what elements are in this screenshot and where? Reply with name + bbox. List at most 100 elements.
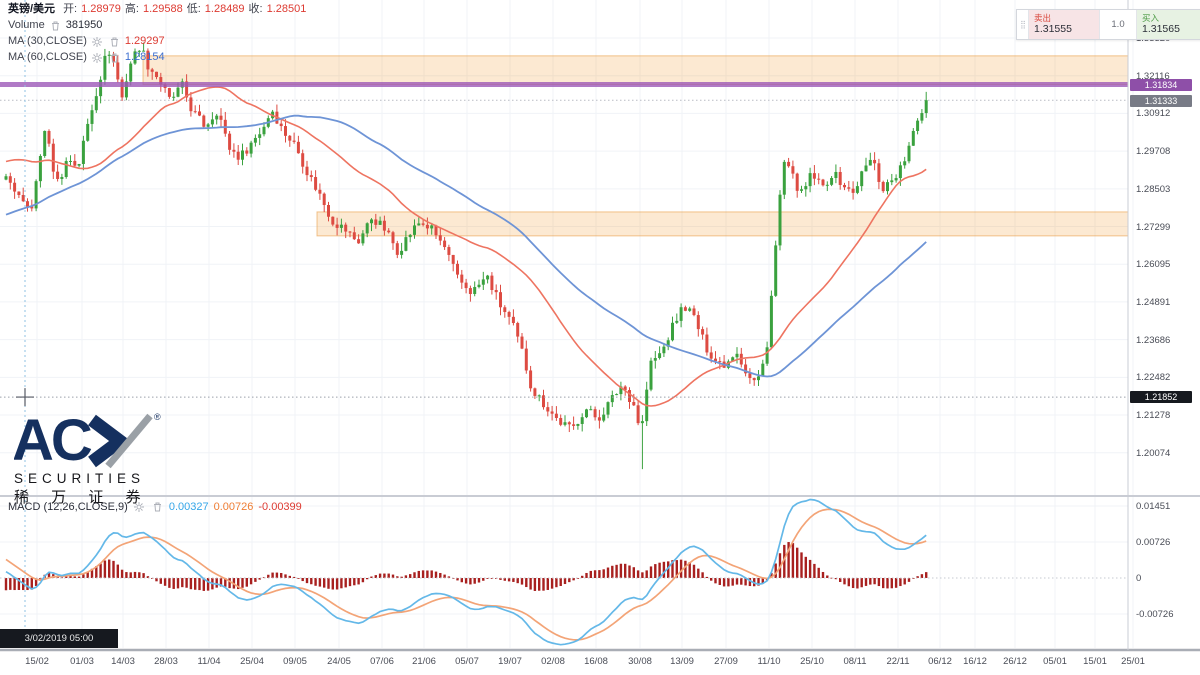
macd-pane[interactable]	[0, 498, 1128, 646]
main-pane[interactable]	[4, 42, 928, 470]
macd-histogram-bar	[843, 578, 846, 585]
candle-body	[318, 189, 322, 194]
macd-histogram-bar	[469, 578, 472, 585]
candle-body	[473, 287, 477, 294]
macd-histogram-bar	[456, 578, 459, 581]
price-tick-label: 1.24891	[1136, 296, 1171, 308]
candle-body	[142, 50, 146, 52]
candle-body	[468, 288, 472, 294]
lot-size-field[interactable]: 1.0	[1099, 10, 1137, 39]
low-label: 低:	[186, 3, 201, 16]
candle-body	[791, 166, 795, 174]
crosshair-price-badge: 1.21852	[1130, 391, 1192, 404]
macd-histogram-bar	[297, 578, 300, 579]
macd-histogram-bar	[189, 578, 193, 590]
macd-histogram-bar	[808, 559, 812, 578]
time-tick-label: 25/04	[240, 656, 264, 667]
macd-histogram-bar	[176, 578, 180, 589]
macd-histogram-bar	[245, 578, 248, 587]
macd-histogram-bar	[112, 560, 115, 578]
macd-histogram-bar	[877, 578, 881, 587]
candle-body	[172, 96, 176, 98]
macd-histogram-bar	[292, 576, 296, 578]
time-tick-label: 27/09	[714, 656, 738, 667]
candle-body	[167, 88, 171, 97]
ma30-settings-gear-icon[interactable]	[91, 36, 104, 49]
logo-y-slash	[105, 413, 153, 469]
macd-histogram-bar	[697, 568, 700, 578]
macd-histogram-bar	[568, 578, 571, 583]
ma60-delete-trash-icon[interactable]	[108, 52, 121, 65]
macd-histogram-bar	[142, 573, 145, 578]
candle-body	[404, 237, 408, 251]
macd-histogram-bar	[194, 578, 197, 590]
candle-body	[327, 205, 330, 217]
candle-body	[585, 409, 588, 418]
macd-histogram-bar	[4, 578, 8, 591]
candle-body	[542, 395, 545, 408]
sell-button[interactable]: 卖出 1.31555	[1029, 10, 1099, 39]
candle-body	[314, 177, 318, 190]
supply-zone[interactable]	[316, 211, 1129, 237]
candle-body	[881, 181, 885, 192]
delete-indicator-icon[interactable]	[49, 20, 62, 33]
open-value: 1.28979	[81, 3, 121, 16]
macd-histogram-bar	[572, 578, 575, 581]
time-tick-label: 19/07	[498, 656, 522, 667]
candle-body	[206, 124, 210, 127]
candle-body	[907, 145, 911, 162]
macd-histogram-bar	[744, 578, 747, 586]
order-panel-drag-handle[interactable]: ⣿	[1017, 10, 1029, 39]
macd-histogram-bar	[826, 575, 829, 578]
candle-body	[735, 353, 739, 358]
ma30-row: MA (30,CLOSE) 1.29297	[8, 34, 306, 50]
candle-body	[765, 347, 769, 364]
macd-delete-trash-icon[interactable]	[151, 500, 164, 513]
ma30-delete-trash-icon[interactable]	[108, 36, 121, 49]
buy-button[interactable]: 买入 1.31565	[1137, 10, 1200, 39]
candle-body	[757, 376, 760, 381]
volume-value: 381950	[65, 19, 103, 32]
macd-tick-label: 0.01451	[1136, 501, 1171, 513]
macd-histogram-bar	[396, 576, 399, 578]
macd-histogram-bar	[172, 578, 175, 589]
macd-histogram-bar	[770, 572, 773, 578]
time-tick-label: 02/08	[541, 656, 565, 667]
macd-histogram-bar	[834, 578, 838, 580]
macd-histogram-bar	[370, 576, 373, 578]
candle-body	[116, 62, 120, 80]
candle-body	[81, 140, 85, 164]
macd-histogram-bar	[258, 578, 261, 580]
candle-body	[86, 123, 90, 141]
macd-histogram-bar	[791, 543, 795, 578]
macd-histogram-bar	[116, 564, 119, 578]
supply-zone[interactable]	[142, 55, 1129, 86]
time-tick-label: 25/10	[800, 656, 824, 667]
macd-settings-gear-icon[interactable]	[133, 500, 146, 513]
candle-body	[13, 182, 17, 192]
time-tick-label: 22/11	[886, 656, 910, 667]
volume-row: Volume 381950	[8, 18, 306, 34]
candle-body	[378, 220, 382, 225]
ma60-settings-gear-icon[interactable]	[91, 52, 104, 65]
crosshair-center	[16, 388, 34, 407]
ohlc-row: 英镑/美元 开: 1.28979 高: 1.29588 低: 1.28489 收…	[8, 2, 306, 18]
macd-hist-value: -0.00399	[258, 500, 302, 513]
candle-body	[236, 151, 240, 160]
candle-body	[99, 79, 103, 97]
macd-histogram-bar	[774, 563, 777, 578]
macd-histogram-bar	[65, 576, 68, 578]
price-tick-label: 1.30912	[1136, 108, 1171, 120]
macd-histogram-bar	[86, 571, 89, 578]
buy-label: 买入	[1142, 13, 1160, 23]
macd-histogram-bar	[219, 578, 223, 587]
macd-histogram-bar	[82, 574, 85, 578]
candle-body	[748, 373, 752, 379]
ma60-label: MA (60,CLOSE)	[8, 51, 87, 64]
candle-body	[675, 320, 679, 323]
macd-histogram-bar	[800, 552, 803, 578]
price-tick-label: 1.29708	[1136, 146, 1171, 158]
candle-body	[258, 134, 262, 138]
macd-histogram-bar	[925, 572, 928, 578]
